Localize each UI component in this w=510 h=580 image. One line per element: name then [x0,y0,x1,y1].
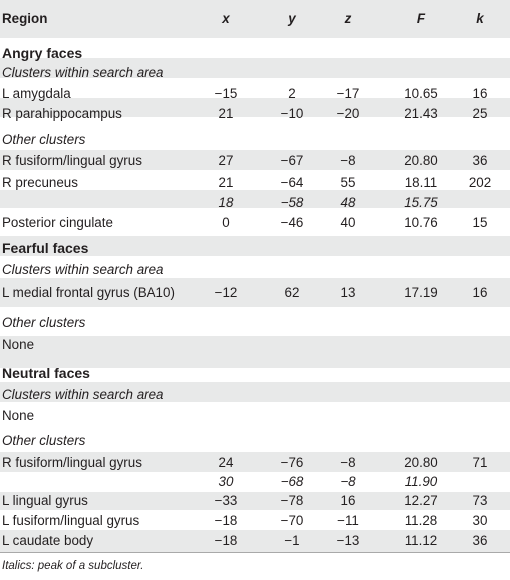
table-row: None [2,408,35,423]
header-z: z [344,11,352,26]
table-row: L amygdala −15 2 −17 10.65 16 [2,86,488,101]
shade-band [0,190,510,208]
shade-band [0,336,510,368]
table-row: R fusiform/lingual gyrus 27 −67 −8 20.80… [2,153,488,168]
group-label: Other clusters [2,132,86,147]
table-row: L caudate body −18 −1 −13 11.12 36 [2,533,488,548]
shade-band [0,492,510,510]
shade-band [0,58,510,78]
bottom-rule [0,552,510,553]
table-row: R fusiform/lingual gyrus 24 −76 −8 20.80… [2,455,488,470]
header-x: x [222,11,230,26]
group-label: Other clusters [2,433,86,448]
shade-band [0,98,510,117]
table-row: R parahippocampus 21 −10 −20 21.43 25 [2,106,488,121]
shade-band [0,530,510,552]
group-label: Other clusters [2,315,86,330]
group-label: Clusters within search area [2,65,164,80]
group-label: Clusters within search area [2,262,164,277]
shade-band [0,150,510,170]
section-title: Angry faces [2,45,83,61]
header-k: k [476,11,484,26]
table-row: L fusiform/lingual gyrus −18 −70 −11 11.… [2,513,488,528]
shade-band [0,236,510,256]
header-row: Region x y z F k [0,9,510,29]
table-row: R precuneus 21 −64 55 18.11 202 [2,175,492,190]
header-y: y [288,11,296,26]
header-region: Region [2,11,48,26]
header-f: F [416,11,426,26]
section-title: Neutral faces [2,365,90,381]
table-row: L medial frontal gyrus (BA10) −12 62 13 … [2,285,488,300]
table-row: L lingual gyrus −33 −78 16 12.27 73 [2,493,488,508]
table-row: None [2,337,35,352]
section-title: Fearful faces [2,240,89,256]
subpeak-row: 18 −58 48 15.75 [218,195,438,210]
table-row: Posterior cingulate 0 −46 40 10.76 15 [2,215,488,230]
group-label: Clusters within search area [2,387,164,402]
shade-band [0,452,510,472]
table-footnote: Italics: peak of a subcluster. [2,560,144,572]
subpeak-row: 30 −68 −8 11.90 [218,474,438,489]
header-band [0,0,510,38]
shade-band [0,382,510,402]
shade-band [0,278,510,307]
